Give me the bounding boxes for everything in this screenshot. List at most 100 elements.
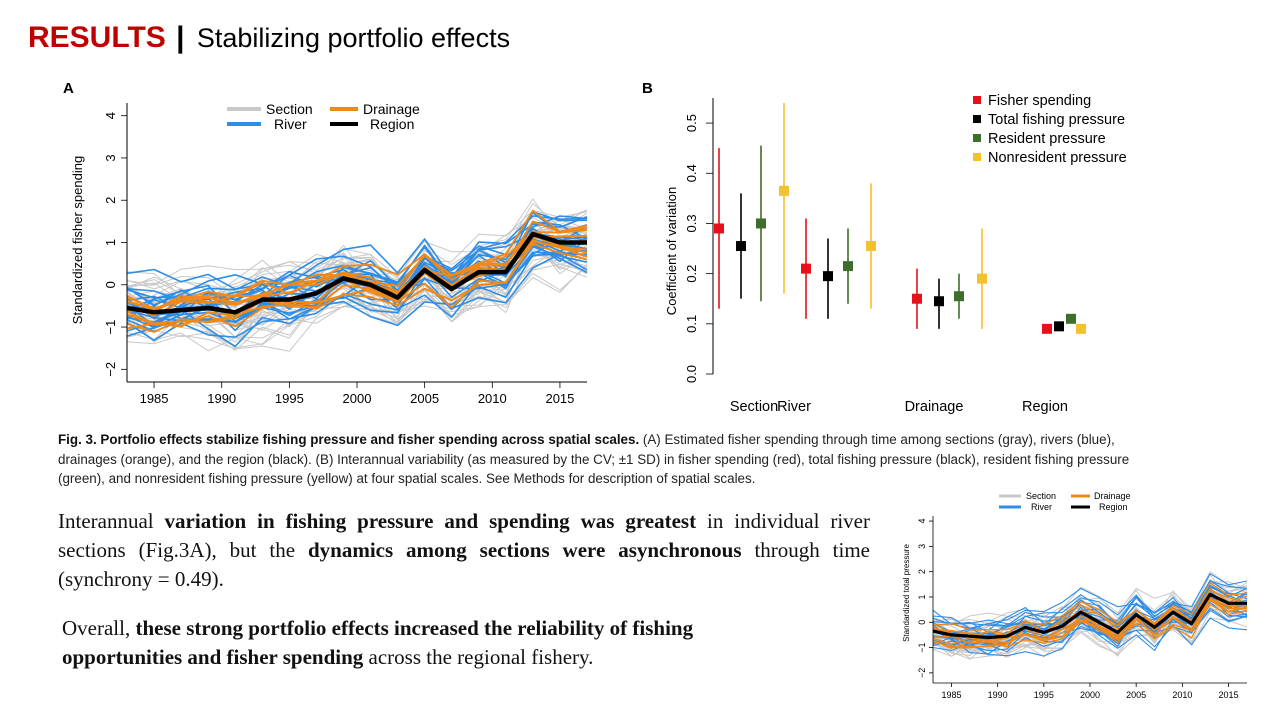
data-point	[756, 218, 766, 229]
x-tick-label: 2005	[1126, 690, 1146, 700]
paragraph-portfolio: Overall, these strong portfolio effects …	[62, 614, 792, 672]
p1-text-1: Interannual	[58, 509, 165, 533]
section-line	[126, 263, 588, 352]
caption-text: (A) Estimated fisher spending through ti…	[58, 432, 1130, 486]
drainage-line	[126, 231, 588, 311]
data-point	[954, 291, 964, 302]
p2-text-2: across the regional fishery.	[363, 645, 594, 669]
data-point	[1042, 323, 1052, 334]
legend-label-region: Region	[370, 116, 414, 132]
legend-label-drainage: Drainage	[363, 101, 420, 117]
legend-a: Section Drainage River Region	[227, 101, 420, 132]
data-point	[1076, 323, 1086, 334]
region-line	[932, 592, 1247, 640]
axis-ticks-thumb: 1985 1990 1995 2000 2005 2010 2015 −2 −1 0 1 2 3 4	[917, 519, 1239, 700]
legend-swatch	[973, 134, 981, 142]
x-tick-label: 1990	[988, 690, 1008, 700]
x-tick-label: 2005	[410, 391, 439, 406]
y-tick-label: 1	[103, 239, 118, 246]
category-label: River	[777, 399, 811, 415]
river-line	[126, 215, 588, 317]
plot-area-thumb	[932, 571, 1248, 660]
legend-b: Fisher spending Total fishing pressure Res…	[973, 93, 1127, 166]
x-tick-label: 1985	[140, 391, 169, 406]
legend-label: Fisher spending	[988, 93, 1091, 109]
y-tick-label: −1	[103, 320, 118, 335]
y-tick-label: 0.4	[684, 164, 699, 182]
data-point	[736, 241, 746, 252]
y-tick-label: 0.1	[684, 315, 699, 333]
data-point	[977, 273, 987, 284]
y-axis-label-a: Standardized fisher spending	[70, 156, 85, 324]
y-tick-label: 1	[917, 594, 927, 599]
x-tick-label: 2000	[1080, 690, 1100, 700]
legend-label: Total fishing pressure	[988, 112, 1125, 128]
title-subtitle: Stabilizing portfolio effects	[196, 23, 511, 53]
data-point	[866, 241, 876, 252]
category-label: Section	[730, 399, 778, 415]
y-tick-label: 0.2	[684, 265, 699, 283]
x-tick-label: 1990	[207, 391, 236, 406]
p1-text-3: through time (synchrony = 0.49).	[58, 538, 871, 591]
p2-text-1: Overall,	[62, 616, 136, 640]
y-tick-label: 3	[917, 544, 927, 549]
category-label: Region	[1022, 399, 1068, 415]
legend-label: Nonresident pressure	[988, 150, 1127, 166]
y-tick-label: −1	[917, 642, 927, 652]
drainage-line	[126, 240, 588, 328]
y-tick-label: 0.5	[684, 114, 699, 132]
river-line	[126, 216, 588, 306]
panel-label-b: B	[642, 80, 653, 97]
chart-total-pressure: Standardized total pressure Section Drai…	[902, 491, 1248, 700]
y-axis-label-b: Coefficient of variation	[664, 187, 679, 315]
y-tick-label: 2	[103, 197, 118, 204]
legend-swatch	[973, 153, 981, 161]
category-label: Drainage	[905, 399, 964, 415]
y-tick-label: 4	[917, 519, 927, 524]
drainage-line	[932, 582, 1248, 631]
drainage-line	[932, 588, 1248, 638]
legend-thumb: Section Drainage River Region	[999, 491, 1131, 512]
y-tick-label: 0	[103, 281, 118, 288]
data-point	[1066, 313, 1076, 324]
thumb-legend-region: Region	[1099, 502, 1128, 512]
drainage-line	[932, 598, 1248, 649]
x-tick-label: 2015	[1219, 690, 1239, 700]
drainage-line	[126, 209, 588, 312]
caption-heading: Fig. 3. Portfolio effects stabilize fish…	[58, 432, 640, 447]
x-tick-label: 1985	[941, 690, 961, 700]
axis-ticks-a: 1985 1990 1995 2000 2005 2010 2015 −2 −1 0 1 2 3 4	[103, 112, 574, 406]
figure-caption: Fig. 3. Portfolio effects stabilize fish…	[58, 430, 1148, 489]
data-point	[843, 261, 853, 272]
data-point	[912, 293, 922, 304]
river-line	[126, 253, 588, 348]
data-point	[779, 185, 789, 196]
data-point	[801, 263, 811, 274]
plot-area-b	[714, 103, 1086, 334]
x-tick-label: 2010	[478, 391, 507, 406]
p1-text-2: in individual river sections (Fig.3A), b…	[58, 509, 870, 562]
chart-panel-a: A Standardized fisher spending Section D…	[63, 80, 588, 406]
thumb-legend-section: Section	[1026, 491, 1056, 501]
y-tick-label: −2	[103, 362, 118, 377]
y-tick-label: 0.3	[684, 214, 699, 232]
data-point	[714, 223, 724, 234]
legend-swatch	[973, 115, 981, 123]
p1-bold-1: variation in fishing pressure and spendi…	[164, 509, 697, 533]
data-point	[1054, 321, 1064, 332]
y-tick-label: 2	[917, 569, 927, 574]
data-point	[823, 271, 833, 282]
region-line	[126, 231, 587, 315]
legend-swatch	[973, 96, 981, 104]
legend-label-section: Section	[266, 101, 313, 117]
x-tick-label: 1995	[275, 391, 304, 406]
x-tick-label: 2010	[1172, 690, 1192, 700]
x-tick-label: 2015	[545, 391, 574, 406]
paragraph-variation: Interannual variation in fishing pressur…	[58, 507, 870, 594]
thumb-legend-river: River	[1031, 502, 1052, 512]
panel-label-a: A	[63, 80, 74, 97]
slide-title: RESULTS | Stabilizing portfolio effects	[28, 18, 510, 58]
y-axis-label-thumb: Standardized total pressure	[902, 544, 911, 642]
y-tick-label: 0.0	[684, 365, 699, 383]
